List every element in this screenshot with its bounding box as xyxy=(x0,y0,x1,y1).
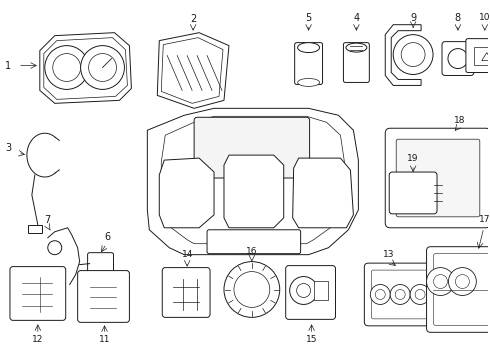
Text: 2: 2 xyxy=(190,14,196,24)
Circle shape xyxy=(81,46,124,89)
Text: 4: 4 xyxy=(353,13,360,23)
Polygon shape xyxy=(44,38,127,99)
FancyBboxPatch shape xyxy=(434,254,490,325)
Polygon shape xyxy=(161,116,344,244)
Circle shape xyxy=(370,284,390,305)
FancyBboxPatch shape xyxy=(286,266,336,319)
Text: 12: 12 xyxy=(32,335,44,344)
FancyBboxPatch shape xyxy=(442,42,474,76)
FancyBboxPatch shape xyxy=(207,230,301,254)
Circle shape xyxy=(393,35,433,75)
Circle shape xyxy=(390,284,410,305)
FancyBboxPatch shape xyxy=(77,271,129,322)
Circle shape xyxy=(45,46,89,89)
Circle shape xyxy=(455,275,469,288)
Circle shape xyxy=(410,284,430,305)
FancyBboxPatch shape xyxy=(88,253,114,275)
Circle shape xyxy=(224,262,280,318)
Polygon shape xyxy=(157,33,229,108)
Circle shape xyxy=(430,284,450,305)
Circle shape xyxy=(401,42,425,67)
Text: 7: 7 xyxy=(45,215,51,225)
Text: 16: 16 xyxy=(246,247,258,256)
Ellipse shape xyxy=(297,78,319,86)
Circle shape xyxy=(427,267,454,296)
Circle shape xyxy=(290,276,318,305)
Text: 1: 1 xyxy=(5,60,11,71)
Text: 14: 14 xyxy=(181,250,193,259)
Circle shape xyxy=(448,49,468,68)
FancyBboxPatch shape xyxy=(385,128,490,228)
Circle shape xyxy=(395,289,405,300)
Bar xyxy=(474,46,490,64)
Polygon shape xyxy=(224,155,284,228)
FancyBboxPatch shape xyxy=(365,263,472,326)
Polygon shape xyxy=(40,33,131,103)
FancyBboxPatch shape xyxy=(343,42,369,82)
Text: 10: 10 xyxy=(479,13,490,22)
Circle shape xyxy=(415,289,425,300)
FancyBboxPatch shape xyxy=(194,117,310,178)
Circle shape xyxy=(434,275,447,288)
Text: 5: 5 xyxy=(305,13,312,23)
Bar xyxy=(28,225,42,233)
Circle shape xyxy=(375,289,385,300)
Text: 3: 3 xyxy=(5,143,11,153)
Text: 9: 9 xyxy=(410,13,416,23)
Circle shape xyxy=(53,54,81,81)
Polygon shape xyxy=(385,25,421,85)
Circle shape xyxy=(448,267,476,296)
FancyBboxPatch shape xyxy=(466,39,490,72)
Polygon shape xyxy=(161,38,223,103)
Text: 17: 17 xyxy=(479,215,490,224)
Text: 11: 11 xyxy=(99,335,110,344)
Text: 19: 19 xyxy=(407,154,419,163)
Text: 18: 18 xyxy=(454,116,466,125)
FancyBboxPatch shape xyxy=(162,267,210,318)
Circle shape xyxy=(48,241,62,255)
Polygon shape xyxy=(159,158,214,228)
FancyBboxPatch shape xyxy=(396,139,480,217)
FancyBboxPatch shape xyxy=(10,267,66,320)
Circle shape xyxy=(89,54,117,81)
Text: 8: 8 xyxy=(455,13,461,23)
Circle shape xyxy=(296,284,311,297)
Bar xyxy=(314,280,327,301)
FancyBboxPatch shape xyxy=(294,42,322,85)
Text: 13: 13 xyxy=(383,250,394,259)
Circle shape xyxy=(435,289,445,300)
FancyBboxPatch shape xyxy=(389,172,437,214)
FancyBboxPatch shape xyxy=(427,247,490,332)
Text: 6: 6 xyxy=(104,232,111,242)
Ellipse shape xyxy=(297,42,319,53)
Circle shape xyxy=(234,271,270,307)
Polygon shape xyxy=(293,158,353,228)
FancyBboxPatch shape xyxy=(371,270,465,319)
Polygon shape xyxy=(147,108,358,255)
Ellipse shape xyxy=(346,43,367,52)
Text: 15: 15 xyxy=(306,335,318,344)
